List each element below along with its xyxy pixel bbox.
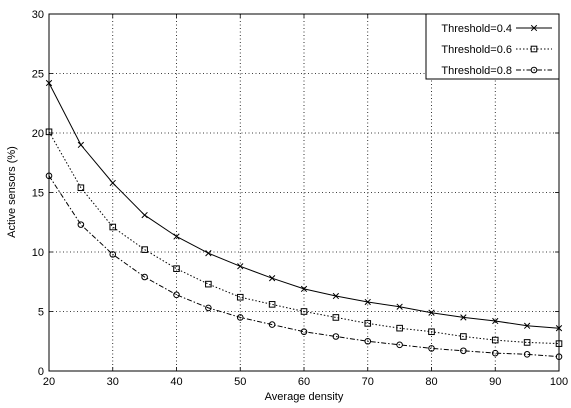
series-3-point: [396, 341, 403, 349]
x-tick-label: 20: [43, 376, 55, 388]
series-1-point: [268, 275, 276, 282]
legend-label: Threshold=0.8: [441, 65, 512, 77]
legend-marker: [530, 66, 538, 74]
series-2-point: [364, 320, 372, 327]
x-tick-label: 70: [362, 376, 374, 388]
y-tick-label: 15: [32, 188, 44, 200]
y-tick-label: 5: [38, 307, 44, 319]
series-3-point: [268, 321, 276, 328]
series-1-point: [364, 298, 371, 306]
series-1-point: [396, 303, 403, 310]
series-1-point: [332, 292, 340, 300]
x-tick-label: 40: [170, 376, 182, 388]
series-2-point: [268, 301, 276, 308]
series-1-point: [428, 309, 435, 316]
y-tick-label: 25: [32, 69, 44, 81]
x-axis-label: Average density: [265, 391, 344, 403]
axis-ticks: 20 30 40 50 60 70 80 90 100 0 5 10 15 20 25 30: [32, 9, 568, 388]
series-3-point: [523, 351, 531, 358]
legend-label: Threshold=0.6: [441, 44, 512, 56]
y-tick-label: 10: [32, 247, 44, 259]
x-tick-label: 90: [489, 376, 501, 388]
series-3-point: [236, 314, 244, 321]
series-3-point: [332, 333, 340, 340]
series-1-point: [237, 263, 244, 270]
series-1-point: [492, 317, 499, 325]
x-tick-label: 30: [107, 376, 119, 388]
series-2-point: [523, 339, 531, 346]
series-1-point: [205, 250, 212, 257]
series-2-point: [141, 246, 148, 253]
legend: Threshold=0.4 Threshold=0.6 Threshold=0.8: [425, 13, 560, 80]
series-1-point: [460, 314, 467, 321]
series-1-point: [77, 141, 85, 149]
series-2-point: [460, 333, 467, 340]
series-3-point: [491, 349, 499, 357]
x-tick-label: 100: [550, 376, 568, 388]
y-tick-label: 20: [32, 128, 44, 140]
legend-marker: [530, 24, 538, 32]
series-2-point: [332, 314, 340, 321]
series-2-point: [173, 265, 180, 272]
series-2-point: [77, 184, 85, 192]
series-2-point: [396, 324, 403, 332]
series-3-point: [460, 347, 467, 355]
y-tick-label: 0: [38, 366, 44, 378]
series-2-point: [205, 280, 212, 288]
series-2-point: [491, 336, 499, 344]
y-axis-label: Active sensors (%): [6, 146, 18, 238]
series-3-point: [300, 328, 308, 336]
series-line-2: [48, 131, 560, 345]
series-1-point: [523, 322, 531, 329]
series-1-point: [141, 211, 148, 219]
series-2-point: [236, 293, 244, 301]
series-line-3: [48, 175, 560, 358]
x-tick-label: 80: [425, 376, 437, 388]
series-1-point: [300, 285, 308, 293]
legend-label: Threshold=0.4: [441, 23, 512, 35]
series-3-point: [428, 345, 435, 352]
x-tick-label: 60: [298, 376, 310, 388]
series-2-point: [300, 308, 308, 315]
series-3-point: [77, 221, 85, 228]
series-3-point: [205, 304, 212, 312]
y-tick-label: 30: [32, 9, 44, 21]
series-3-point: [141, 273, 148, 281]
x-tick-label: 50: [234, 376, 246, 388]
series-2-point: [109, 223, 117, 231]
series-3-point: [364, 337, 372, 345]
series-3-point: [109, 251, 117, 258]
legend-marker: [530, 45, 538, 53]
series-3-point: [173, 291, 180, 299]
series-lines: [45, 79, 563, 361]
series-1-point: [109, 179, 116, 187]
series-2-point: [428, 328, 435, 336]
series-1-point: [173, 233, 180, 240]
